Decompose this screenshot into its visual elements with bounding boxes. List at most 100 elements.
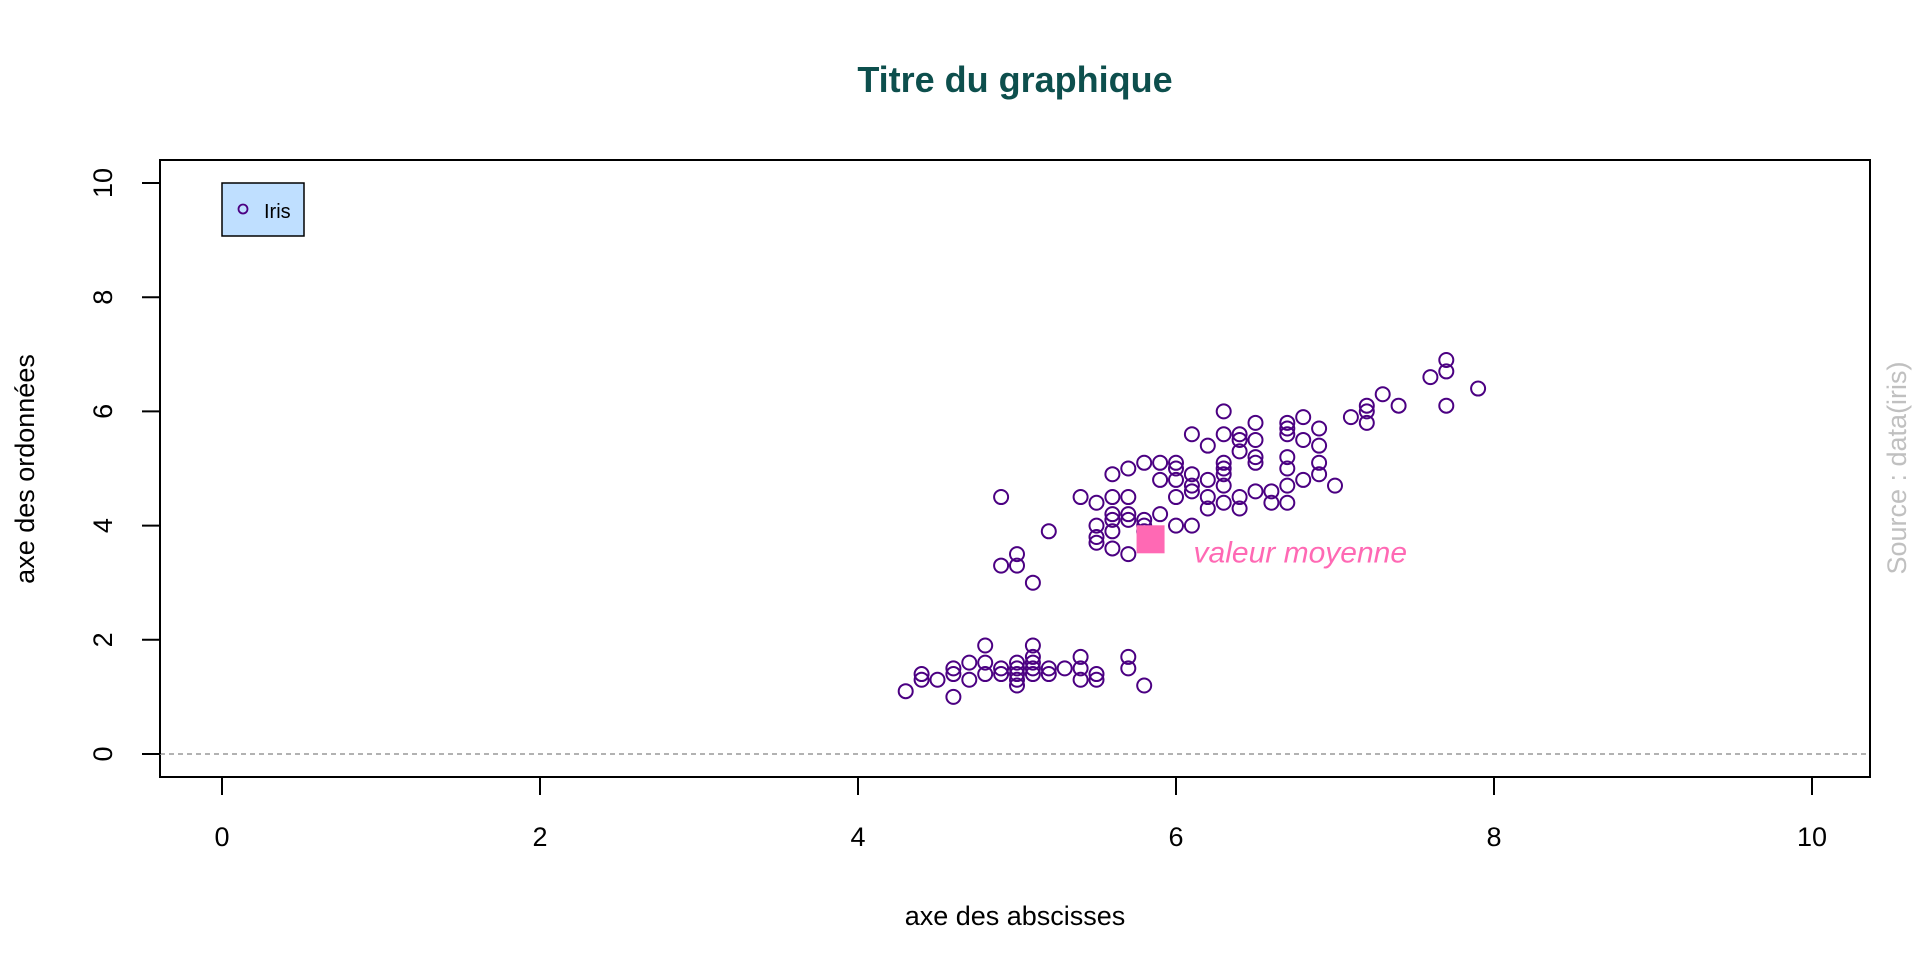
data-point (977, 666, 994, 683)
data-point (1247, 414, 1264, 431)
data-point (1120, 546, 1137, 563)
data-point (1040, 666, 1057, 683)
data-point (1024, 660, 1041, 677)
data-point (1358, 397, 1375, 414)
data-point (1215, 426, 1232, 443)
data-point (961, 671, 978, 688)
data-point (1279, 494, 1296, 511)
data-point (945, 660, 962, 677)
data-point (1168, 489, 1184, 506)
data-point (1247, 483, 1264, 500)
data-point (1009, 677, 1025, 694)
data-point (1183, 517, 1200, 534)
data-point (913, 671, 930, 688)
legend-marker-icon (237, 203, 249, 215)
data-point (1104, 506, 1121, 523)
data-point (1072, 671, 1089, 688)
legend: Iris (221, 182, 305, 237)
y-axis: 0 2 4 6 8 10 (88, 168, 161, 762)
data-point (977, 637, 994, 654)
data-point (993, 557, 1010, 574)
data-point (1024, 654, 1041, 671)
data-point (1009, 660, 1025, 677)
data-point (1024, 648, 1041, 665)
data-point (1120, 460, 1137, 477)
data-point (1231, 426, 1248, 443)
x-tick-label: 0 (214, 822, 229, 852)
data-point (1247, 454, 1264, 471)
y-tick-label: 0 (88, 746, 118, 761)
data-point (1152, 506, 1169, 523)
data-point (1215, 477, 1232, 494)
y-tick-label: 6 (88, 404, 118, 419)
data-point (1024, 574, 1041, 591)
data-point (1120, 660, 1137, 677)
data-point (1342, 409, 1359, 426)
data-point (1199, 500, 1216, 517)
data-point (1152, 471, 1169, 488)
data-point (1279, 426, 1296, 443)
data-point (1215, 494, 1232, 511)
data-point (1183, 426, 1200, 443)
data-point (1120, 489, 1137, 506)
data-point (1104, 523, 1121, 540)
data-point (945, 688, 962, 705)
data-point (1120, 506, 1137, 523)
data-point (1024, 666, 1041, 683)
data-point (1279, 420, 1296, 437)
data-point (1215, 403, 1232, 420)
data-point (1183, 477, 1200, 494)
data-point (1104, 489, 1121, 506)
data-point (1390, 397, 1407, 414)
data-point (1199, 437, 1216, 454)
data-point (1088, 517, 1105, 534)
data-point (1311, 437, 1328, 454)
data-point (1009, 654, 1025, 671)
data-point (1104, 540, 1121, 557)
data-point (1215, 454, 1232, 471)
data-point (1168, 460, 1184, 477)
data-point (1279, 414, 1296, 431)
data-point (1279, 460, 1296, 477)
data-point (1263, 483, 1280, 500)
data-point (1279, 449, 1296, 466)
data-point (993, 660, 1010, 677)
data-point (1120, 648, 1137, 665)
data-point (897, 683, 914, 700)
data-point (1358, 414, 1375, 431)
data-point (1199, 489, 1216, 506)
data-point (1040, 660, 1057, 677)
data-point (1152, 454, 1169, 471)
data-point (1168, 471, 1184, 488)
legend-box (221, 182, 305, 237)
data-point (1263, 494, 1280, 511)
data-point (1056, 660, 1073, 677)
data-point (1311, 420, 1328, 437)
legend-entry-iris: Iris (264, 201, 291, 223)
data-point (1072, 648, 1089, 665)
data-point (1279, 477, 1296, 494)
x-tick-label: 2 (532, 822, 547, 852)
plot-area-frame (159, 159, 1871, 778)
data-points (897, 352, 1487, 705)
y-axis-label: axe des ordonnées (10, 354, 40, 584)
data-point (1088, 494, 1105, 511)
data-point (1199, 471, 1216, 488)
data-point (1295, 471, 1312, 488)
x-tick-label: 4 (850, 822, 865, 852)
data-point (1215, 466, 1232, 483)
data-point (1231, 431, 1248, 448)
data-point (1088, 529, 1105, 546)
data-point (1183, 483, 1200, 500)
y-tick-label: 10 (88, 168, 118, 198)
data-point (1024, 637, 1041, 654)
data-point (945, 666, 962, 683)
data-point (1374, 386, 1391, 403)
data-point (1120, 511, 1137, 528)
x-tick-label: 6 (1168, 822, 1183, 852)
data-point (913, 666, 930, 683)
data-point (1311, 466, 1328, 483)
x-axis: 0 2 4 6 8 10 (214, 776, 1827, 852)
data-point (1358, 403, 1375, 420)
data-point (1231, 500, 1248, 517)
